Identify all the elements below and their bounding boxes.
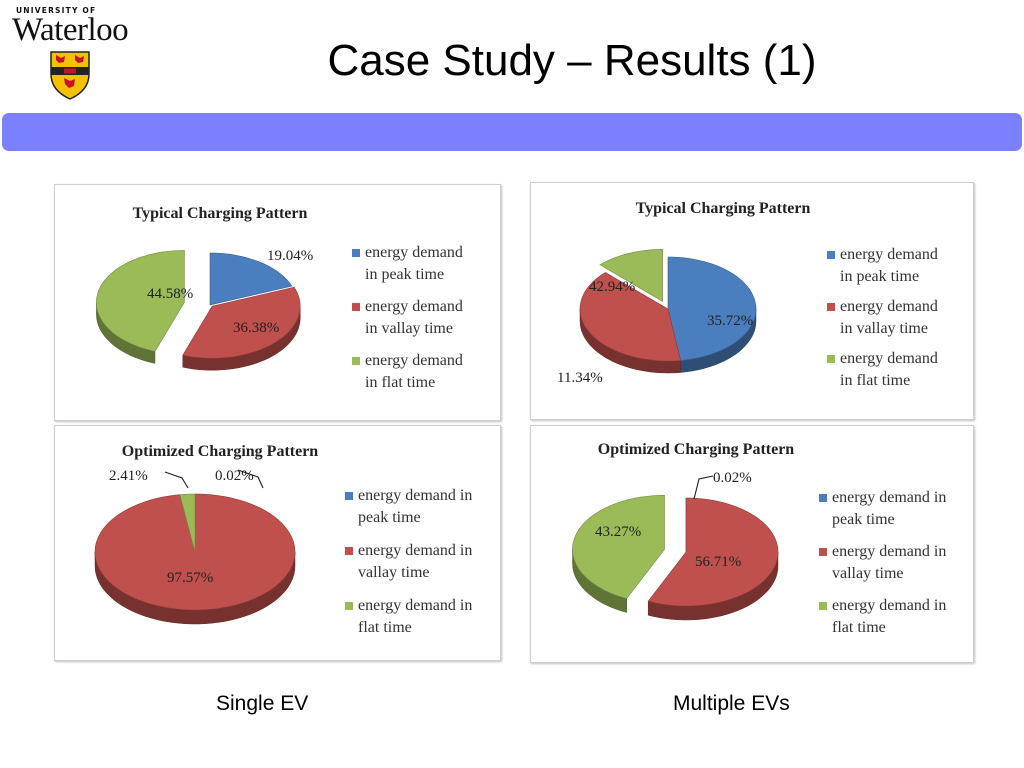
- data-label: 43.27%: [595, 524, 641, 540]
- chart-title: Typical Charging Pattern: [133, 205, 308, 222]
- chart-panel-single-optimized: Optimized Charging Pattern 0.02% 97.57% 2.4…: [54, 425, 501, 661]
- pie-chart-multiple-typical: Typical Charging Pattern 42.94% 35.72% 11.3…: [557, 200, 938, 389]
- chart-title: Optimized Charging Pattern: [598, 441, 795, 458]
- legend-label: peak time: [832, 511, 895, 528]
- data-label: 19.04%: [267, 248, 313, 264]
- pie-slice: [647, 497, 779, 607]
- data-label: 0.02%: [713, 470, 752, 486]
- university-logo: UNIVERSITY OF Waterloo: [8, 2, 138, 102]
- data-label: 11.34%: [557, 370, 603, 386]
- legend-label: in peak time: [365, 266, 444, 283]
- legend-label: in vallay time: [840, 320, 928, 337]
- leader-line: [164, 471, 189, 489]
- legend-label: flat time: [358, 619, 412, 636]
- legend-label: energy demand: [365, 244, 463, 261]
- legend-label: energy demand in: [358, 487, 472, 504]
- legend-swatch: [827, 303, 835, 311]
- chart-title: Typical Charging Pattern: [636, 200, 811, 217]
- logo-university-of: UNIVERSITY OF: [16, 6, 97, 15]
- logo-waterloo: Waterloo: [12, 12, 129, 48]
- legend-label: energy demand in: [358, 542, 472, 559]
- pie-slice: [667, 256, 757, 361]
- legend-label: peak time: [358, 509, 421, 526]
- legend-swatch: [352, 249, 360, 257]
- legend-label: in peak time: [840, 268, 919, 285]
- data-label: 97.57%: [167, 570, 213, 586]
- legend-swatch: [827, 355, 835, 363]
- legend-swatch: [345, 492, 353, 500]
- legend-label: energy demand: [840, 350, 938, 367]
- legend-label: in vallay time: [365, 320, 453, 337]
- legend-label: energy demand: [365, 352, 463, 369]
- legend-label: in flat time: [840, 372, 910, 389]
- data-label: 36.38%: [233, 320, 279, 336]
- legend-label: energy demand: [840, 298, 938, 315]
- pie-slice: [572, 494, 665, 599]
- slide-title: Case Study – Results (1): [327, 36, 817, 85]
- pie-slice: [182, 286, 301, 359]
- pie-slice: [96, 250, 185, 352]
- legend-label: energy demand in: [832, 489, 946, 506]
- data-label: 44.58%: [147, 286, 193, 302]
- legend-swatch: [345, 547, 353, 555]
- chart-title: Optimized Charging Pattern: [122, 443, 319, 460]
- leader-line: [693, 475, 714, 500]
- legend-label: in flat time: [365, 374, 435, 391]
- chart-panel-single-typical: Typical Charging Pattern 19.04% 36.38% 44.5…: [54, 184, 501, 421]
- data-label: 35.72%: [707, 313, 753, 329]
- chart-panel-multiple-optimized: Optimized Charging Pattern 0.02% 56.71% 43.…: [530, 425, 974, 663]
- legend-label: energy demand: [840, 246, 938, 263]
- legend-swatch: [819, 602, 827, 610]
- legend-label: flat time: [832, 619, 886, 636]
- legend-label: energy demand in: [832, 543, 946, 560]
- data-label: 0.02%: [215, 468, 254, 484]
- title-band: [2, 113, 1022, 151]
- data-label: 56.71%: [695, 554, 741, 570]
- legend-swatch: [819, 494, 827, 502]
- legend-swatch: [345, 602, 353, 610]
- pie-slice: [209, 252, 293, 306]
- legend-label: vallay time: [832, 565, 904, 582]
- pie-slice: [599, 249, 663, 302]
- legend-label: vallay time: [358, 564, 430, 581]
- caption-multiple-evs: Multiple EVs: [673, 692, 790, 715]
- legend-label: energy demand in: [358, 597, 472, 614]
- shield-crest-icon: [50, 51, 90, 100]
- pie-slice: [179, 493, 196, 553]
- chart-panel-multiple-typical: Typical Charging Pattern 42.94% 35.72% 11.3…: [530, 182, 974, 420]
- caption-single-ev: Single EV: [216, 692, 309, 715]
- leader-line: [237, 469, 264, 489]
- legend-label: energy demand: [365, 298, 463, 315]
- legend-swatch: [819, 548, 827, 556]
- pie-chart-single-optimized: Optimized Charging Pattern 0.02% 97.57% 2.4…: [94, 443, 472, 636]
- pie-chart-single-typical: Typical Charging Pattern 19.04% 36.38% 44.5…: [96, 205, 463, 391]
- legend-swatch: [352, 303, 360, 311]
- legend-swatch: [352, 357, 360, 365]
- legend-swatch: [827, 251, 835, 259]
- legend-label: energy demand in: [832, 597, 946, 614]
- pie-slice: [579, 272, 681, 362]
- data-label: 2.41%: [109, 468, 148, 484]
- pie-chart-multiple-optimized: Optimized Charging Pattern 0.02% 56.71% 43.…: [572, 441, 946, 636]
- data-label: 42.94%: [589, 279, 635, 295]
